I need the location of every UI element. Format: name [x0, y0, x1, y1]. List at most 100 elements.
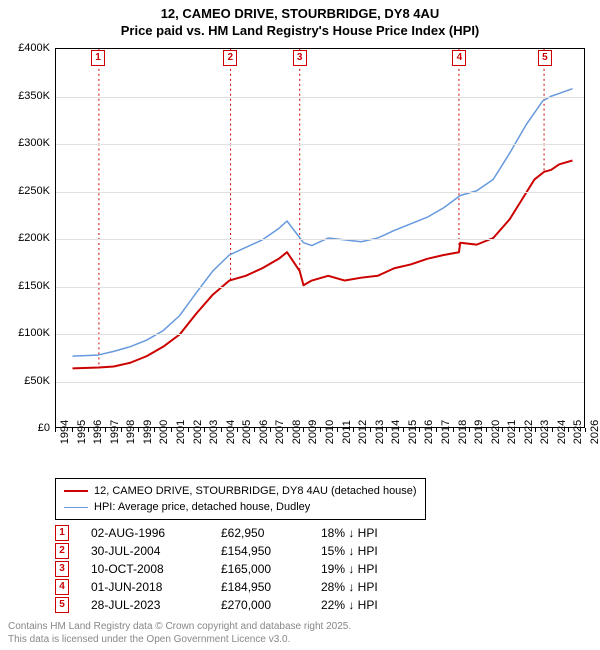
- table-row: 4 01-JUN-2018£184,95028% ↓ HPI: [55, 578, 431, 596]
- x-tick-label: 1997: [109, 420, 121, 444]
- y-tick-label: £50K: [0, 375, 50, 387]
- transaction-price: £62,950: [221, 526, 321, 540]
- gridline: [56, 192, 584, 193]
- x-tick: [254, 428, 255, 432]
- x-tick: [221, 428, 222, 432]
- x-tick-label: 2024: [556, 420, 568, 444]
- x-tick: [585, 428, 586, 432]
- transaction-hpi-delta: 22% ↓ HPI: [321, 598, 431, 612]
- x-tick: [270, 428, 271, 432]
- x-tick: [403, 428, 404, 432]
- x-tick-label: 2020: [490, 420, 502, 444]
- table-row: 528-JUL-2023£270,00022% ↓ HPI: [55, 596, 431, 614]
- x-tick-label: 2005: [241, 420, 253, 444]
- x-tick: [353, 428, 354, 432]
- gridline: [56, 382, 584, 383]
- x-tick-label: 2013: [374, 420, 386, 444]
- transactions-table: 1 02-AUG-1996£62,95018% ↓ HPI 230-JUL-2004…: [55, 524, 431, 614]
- y-tick-label: £400K: [0, 42, 50, 54]
- gridline: [56, 334, 584, 335]
- y-tick-label: £0: [0, 422, 50, 434]
- transaction-price: £165,000: [221, 562, 321, 576]
- x-tick: [171, 428, 172, 432]
- x-tick: [303, 428, 304, 432]
- x-tick: [486, 428, 487, 432]
- x-tick: [502, 428, 503, 432]
- marker-badge: 5: [538, 50, 552, 66]
- x-tick-label: 1995: [76, 420, 88, 444]
- x-tick: [287, 428, 288, 432]
- series-line: [73, 89, 573, 356]
- x-tick-label: 2011: [341, 420, 353, 444]
- x-tick-label: 2017: [440, 420, 452, 444]
- x-tick-label: 2025: [572, 420, 584, 444]
- legend-label: 12, CAMEO DRIVE, STOURBRIDGE, DY8 4AU (d…: [94, 485, 417, 497]
- footer-line2: This data is licensed under the Open Gov…: [8, 634, 351, 647]
- marker-badge: 4: [55, 579, 69, 595]
- y-tick-label: £100K: [0, 327, 50, 339]
- x-tick-label: 1999: [142, 420, 154, 444]
- legend-item: HPI: Average price, detached house, Dudl…: [64, 499, 417, 515]
- table-row: 230-JUL-2004£154,95015% ↓ HPI: [55, 542, 431, 560]
- transaction-hpi-delta: 28% ↓ HPI: [321, 580, 431, 594]
- transaction-date: 01-JUN-2018: [91, 580, 221, 594]
- x-tick-label: 2021: [506, 420, 518, 444]
- table-row: 1 02-AUG-1996£62,95018% ↓ HPI: [55, 524, 431, 542]
- x-tick: [204, 428, 205, 432]
- transaction-price: £270,000: [221, 598, 321, 612]
- x-tick: [55, 428, 56, 432]
- footer-attribution: Contains HM Land Registry data © Crown c…: [8, 621, 351, 646]
- gridline: [56, 287, 584, 288]
- x-tick-label: 2003: [208, 420, 220, 444]
- chart-plot-area: [55, 48, 585, 428]
- gridline: [56, 97, 584, 98]
- gridline: [56, 144, 584, 145]
- transaction-date: 28-JUL-2023: [91, 598, 221, 612]
- x-tick-label: 1994: [59, 420, 71, 444]
- x-tick-label: 2008: [291, 420, 303, 444]
- transaction-hpi-delta: 18% ↓ HPI: [321, 526, 431, 540]
- x-tick: [72, 428, 73, 432]
- title-line1: 12, CAMEO DRIVE, STOURBRIDGE, DY8 4AU: [0, 6, 600, 23]
- footer-line1: Contains HM Land Registry data © Crown c…: [8, 621, 351, 634]
- transaction-date: 02-AUG-1996: [91, 526, 221, 540]
- table-row: 310-OCT-2008£165,00019% ↓ HPI: [55, 560, 431, 578]
- y-tick-label: £200K: [0, 232, 50, 244]
- marker-badge: 4: [452, 50, 466, 66]
- x-tick: [386, 428, 387, 432]
- gridline: [56, 239, 584, 240]
- x-tick: [337, 428, 338, 432]
- y-tick-label: £300K: [0, 137, 50, 149]
- x-tick: [237, 428, 238, 432]
- transaction-price: £184,950: [221, 580, 321, 594]
- x-tick: [105, 428, 106, 432]
- x-tick-label: 2002: [192, 420, 204, 444]
- x-tick-label: 2026: [589, 420, 600, 444]
- title-line2: Price paid vs. HM Land Registry's House …: [0, 23, 600, 40]
- chart-title: 12, CAMEO DRIVE, STOURBRIDGE, DY8 4AU Pr…: [0, 0, 600, 40]
- marker-badge: 3: [55, 561, 69, 577]
- transaction-hpi-delta: 15% ↓ HPI: [321, 544, 431, 558]
- x-tick-label: 2009: [307, 420, 319, 444]
- x-tick: [436, 428, 437, 432]
- x-tick-label: 2014: [390, 420, 402, 444]
- marker-badge: 1: [55, 525, 69, 541]
- marker-badge: 3: [293, 50, 307, 66]
- chart-svg: [56, 49, 584, 427]
- x-tick-label: 2016: [423, 420, 435, 444]
- x-tick-label: 2019: [473, 420, 485, 444]
- marker-badge: 2: [223, 50, 237, 66]
- legend: 12, CAMEO DRIVE, STOURBRIDGE, DY8 4AU (d…: [55, 478, 426, 520]
- x-tick-label: 2004: [225, 420, 237, 444]
- x-tick-label: 2018: [457, 420, 469, 444]
- legend-label: HPI: Average price, detached house, Dudl…: [94, 501, 310, 513]
- x-tick-label: 2023: [539, 420, 551, 444]
- x-tick: [568, 428, 569, 432]
- x-tick-label: 2007: [274, 420, 286, 444]
- y-tick-label: £150K: [0, 280, 50, 292]
- x-tick-label: 2022: [523, 420, 535, 444]
- x-tick-label: 2010: [324, 420, 336, 444]
- x-tick-label: 2000: [158, 420, 170, 444]
- marker-badge: 1: [91, 50, 105, 66]
- x-tick: [138, 428, 139, 432]
